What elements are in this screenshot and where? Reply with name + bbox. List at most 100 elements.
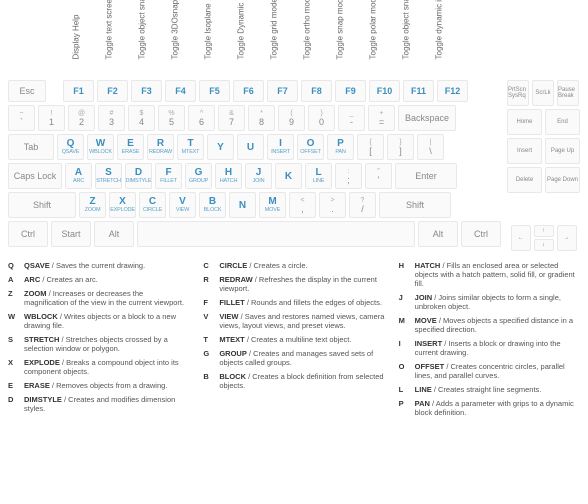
key-4[interactable]: $4 [128, 105, 155, 131]
key-e[interactable]: EERASE [117, 134, 144, 160]
legend-item-e: EERASE / Removes objects from a drawing. [8, 381, 189, 390]
key-punct-0[interactable]: :; [335, 163, 362, 189]
key-h[interactable]: HHATCH [215, 163, 242, 189]
key-w[interactable]: WWBLOCK [87, 134, 114, 160]
key-enter[interactable]: Enter [395, 163, 457, 189]
key-v[interactable]: VVIEW [169, 192, 196, 218]
legend-item-g: GGROUP / Creates and manages saved sets … [203, 349, 384, 367]
key-bracket-1[interactable]: }] [387, 134, 414, 160]
key-backspace[interactable]: Backspace [398, 105, 456, 131]
key-punct2-2[interactable]: ?/ [349, 192, 376, 218]
key-s[interactable]: SSTRETCH [95, 163, 122, 189]
key-`[interactable]: ~` [8, 105, 35, 131]
q-row: TabQQSAVEWWBLOCKEERASERREDRAWTMTEXTYUIIN… [8, 134, 501, 160]
key-shift-l[interactable]: Shift [8, 192, 76, 218]
key-r[interactable]: RREDRAW [147, 134, 174, 160]
key-esc[interactable]: Esc [8, 80, 46, 102]
key-end[interactable]: End [545, 109, 580, 135]
key-f3[interactable]: F3 [131, 80, 162, 102]
legend-item-d: DDIMSTYLE / Creates and modifies dimensi… [8, 395, 189, 413]
key-7[interactable]: &7 [218, 105, 245, 131]
key-scrlk[interactable]: ScrLk [532, 80, 554, 106]
key-8[interactable]: *8 [248, 105, 275, 131]
key-q[interactable]: QQSAVE [57, 134, 84, 160]
key-arrow-down[interactable]: ↓ [534, 239, 554, 251]
key-delete[interactable]: Delete [507, 167, 542, 193]
legend-item-c: CCIRCLE / Creates a circle. [203, 261, 384, 270]
key-m[interactable]: MMOVE [259, 192, 286, 218]
key-tab[interactable]: Tab [8, 134, 54, 160]
key-start[interactable]: Start [51, 221, 91, 247]
key-d[interactable]: DDIMSTYLE [125, 163, 152, 189]
key-f10[interactable]: F10 [369, 80, 400, 102]
key-ctrl-r[interactable]: Ctrl [461, 221, 501, 247]
key-punct-1[interactable]: "' [365, 163, 392, 189]
key-alt[interactable]: Alt [94, 221, 134, 247]
key-f4[interactable]: F4 [165, 80, 196, 102]
key-9[interactable]: (9 [278, 105, 305, 131]
key-ctrl[interactable]: Ctrl [8, 221, 48, 247]
key-pause[interactable]: Pause Break [557, 80, 579, 106]
key-pgdn[interactable]: Page Down [545, 167, 580, 193]
key--[interactable]: _- [338, 105, 365, 131]
key-f11[interactable]: F11 [403, 80, 434, 102]
key-insert[interactable]: Insert [507, 138, 542, 164]
key-=[interactable]: += [368, 105, 395, 131]
key-arrow-up[interactable]: ↑ [534, 225, 554, 237]
key-2[interactable]: @2 [68, 105, 95, 131]
a-row: Caps LockAARCSSTRETCHDDIMSTYLEFFILLETGGR… [8, 163, 501, 189]
key-bracket-0[interactable]: {[ [357, 134, 384, 160]
legend-item-b: BBLOCK / Creates a block definition from… [203, 372, 384, 390]
key-i[interactable]: IINSERT [267, 134, 294, 160]
key-punct2-1[interactable]: >. [319, 192, 346, 218]
key-shift-r[interactable]: Shift [379, 192, 451, 218]
key-y[interactable]: Y [207, 134, 234, 160]
legend-item-x: XEXPLODE / Breaks a compound object into… [8, 358, 189, 376]
key-p[interactable]: PPAN [327, 134, 354, 160]
legend-item-s: SSTRETCH / Stretches objects crossed by … [8, 335, 189, 353]
key-o[interactable]: OOFFSET [297, 134, 324, 160]
key-f7[interactable]: F7 [267, 80, 298, 102]
key-3[interactable]: #3 [98, 105, 125, 131]
key-arrow-right[interactable]: → [557, 225, 577, 251]
key-z[interactable]: ZZOOM [79, 192, 106, 218]
key-f1[interactable]: F1 [63, 80, 94, 102]
key-arrow-left[interactable]: ← [511, 225, 531, 251]
key-c[interactable]: CCIRCLE [139, 192, 166, 218]
key-b[interactable]: BBLOCK [199, 192, 226, 218]
bottom-row: Ctrl Start Alt Alt Ctrl [8, 221, 501, 247]
key-punct2-0[interactable]: <, [289, 192, 316, 218]
key-j[interactable]: JJOIN [245, 163, 272, 189]
key-f12[interactable]: F12 [437, 80, 468, 102]
key-f[interactable]: FFILLET [155, 163, 182, 189]
key-f9[interactable]: F9 [335, 80, 366, 102]
key-6[interactable]: ^6 [188, 105, 215, 131]
key-home[interactable]: Home [507, 109, 542, 135]
key-alt-r[interactable]: Alt [418, 221, 458, 247]
key-k[interactable]: K [275, 163, 302, 189]
key-x[interactable]: XEXPLODE [109, 192, 136, 218]
key-a[interactable]: AARC [65, 163, 92, 189]
legend-item-m: MMOVE / Moves objects a specified distan… [399, 316, 580, 334]
key-f2[interactable]: F2 [97, 80, 128, 102]
key-bracket-2[interactable]: |\ [417, 134, 444, 160]
key-t[interactable]: TMTEXT [177, 134, 204, 160]
key-g[interactable]: GGROUP [185, 163, 212, 189]
legend-item-l: LLINE / Creates straight line segments. [399, 385, 580, 394]
key-f6[interactable]: F6 [233, 80, 264, 102]
key-f5[interactable]: F5 [199, 80, 230, 102]
key-1[interactable]: !1 [38, 105, 65, 131]
key-0[interactable]: )0 [308, 105, 335, 131]
key-l[interactable]: LLINE [305, 163, 332, 189]
function-labels-row: Display Help Toggle text screen Toggle o… [60, 8, 580, 80]
key-prtscn[interactable]: PrtScn SysRq [507, 80, 529, 106]
key-u[interactable]: U [237, 134, 264, 160]
key-5[interactable]: %5 [158, 105, 185, 131]
key-f8[interactable]: F8 [301, 80, 332, 102]
fn-label: Toggle dynamic input mode [403, 29, 475, 60]
legend-item-v: VVIEW / Saves and restores named views, … [203, 312, 384, 330]
key-pgup[interactable]: Page Up [545, 138, 580, 164]
key-space[interactable] [137, 221, 415, 247]
key-n[interactable]: N [229, 192, 256, 218]
key-capslock[interactable]: Caps Lock [8, 163, 62, 189]
